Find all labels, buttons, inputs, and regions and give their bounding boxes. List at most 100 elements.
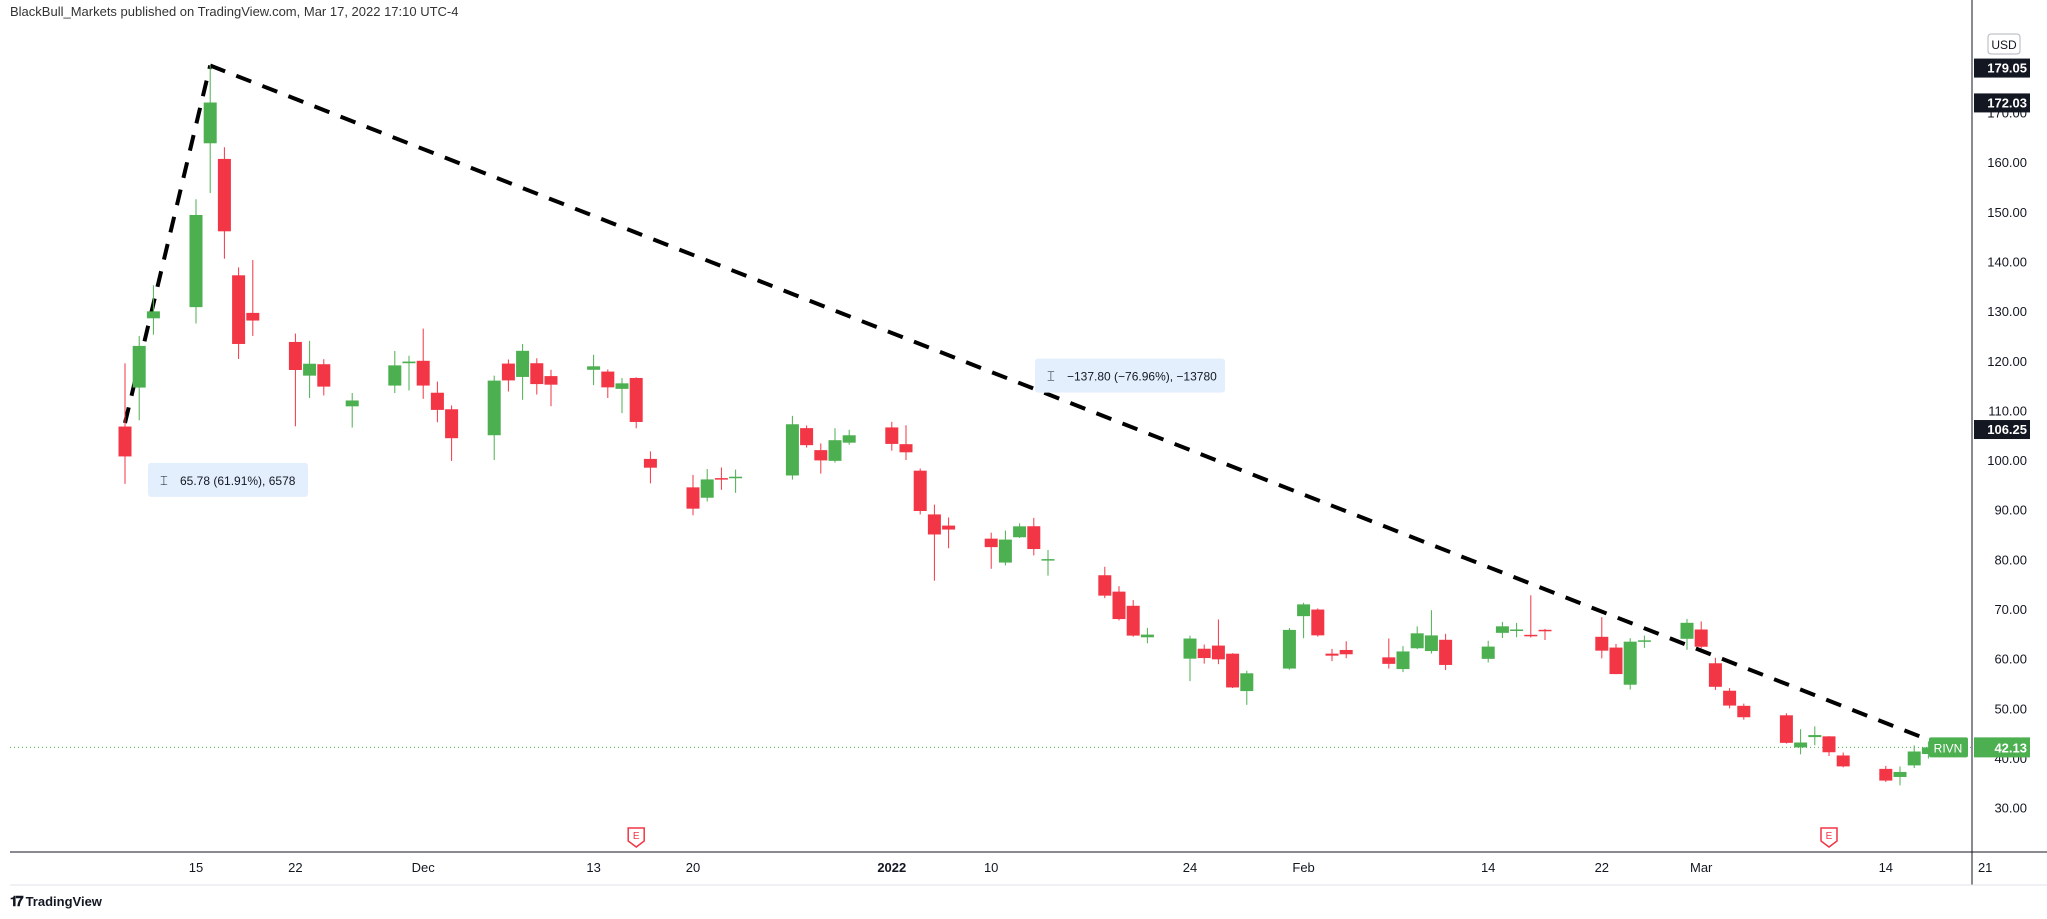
candle[interactable] [700, 468, 714, 502]
candle[interactable] [1410, 626, 1424, 650]
candle[interactable] [1211, 619, 1225, 665]
candle[interactable] [1382, 638, 1396, 669]
candle[interactable] [445, 405, 459, 461]
candle-body [1495, 626, 1509, 633]
candle[interactable] [1240, 670, 1254, 705]
candle[interactable] [1510, 622, 1524, 638]
candle[interactable] [303, 340, 317, 398]
candle[interactable] [1140, 627, 1154, 644]
candle[interactable] [1779, 713, 1793, 744]
candle[interactable] [942, 517, 956, 549]
candle[interactable] [984, 532, 998, 569]
candle[interactable] [1013, 523, 1027, 538]
candle[interactable] [1893, 766, 1907, 786]
candle-body [1424, 635, 1438, 652]
candle[interactable] [587, 354, 601, 386]
candle[interactable] [615, 378, 629, 414]
candle[interactable] [544, 369, 558, 407]
candle[interactable] [1126, 600, 1140, 637]
candle[interactable] [927, 504, 941, 581]
candle[interactable] [800, 425, 814, 448]
candle[interactable] [1524, 595, 1538, 638]
candle[interactable] [388, 350, 402, 394]
candle[interactable] [402, 355, 416, 391]
candle[interactable] [118, 363, 132, 484]
candle[interactable] [1737, 703, 1751, 720]
candle[interactable] [828, 428, 842, 463]
earnings-marker[interactable]: E [627, 827, 645, 848]
candle[interactable] [1680, 618, 1694, 650]
candle[interactable] [1694, 621, 1708, 649]
candle[interactable] [1282, 628, 1296, 670]
candle[interactable] [1538, 628, 1552, 641]
candle[interactable] [1424, 610, 1438, 654]
candle[interactable] [714, 467, 728, 490]
candle[interactable] [729, 469, 743, 493]
candle[interactable] [1098, 566, 1112, 599]
candle[interactable] [814, 443, 828, 474]
candle[interactable] [132, 335, 146, 421]
candle[interactable] [189, 199, 203, 324]
candle[interactable] [1041, 550, 1055, 576]
candle-body [828, 440, 842, 461]
candle[interactable] [530, 358, 544, 395]
candle[interactable] [345, 393, 359, 428]
candle[interactable] [1396, 646, 1410, 673]
candle[interactable] [1226, 653, 1240, 688]
candle[interactable] [842, 429, 856, 445]
candle[interactable] [1879, 765, 1893, 782]
candle[interactable] [1623, 638, 1637, 690]
candle[interactable] [430, 381, 444, 423]
candle[interactable] [146, 285, 160, 335]
candle[interactable] [899, 425, 913, 461]
candle[interactable] [1708, 657, 1722, 690]
candle[interactable] [1339, 641, 1353, 659]
candle[interactable] [1822, 736, 1836, 756]
candle[interactable] [288, 333, 302, 427]
candle[interactable] [416, 328, 430, 399]
candle[interactable] [601, 369, 615, 398]
candle[interactable] [998, 530, 1012, 566]
candle[interactable] [1609, 643, 1623, 675]
downtrend-line[interactable] [209, 63, 1934, 744]
candle[interactable] [1325, 648, 1339, 662]
candle[interactable] [1183, 635, 1197, 682]
candle[interactable] [629, 377, 643, 429]
candle[interactable] [1637, 635, 1651, 648]
candle[interactable] [1794, 729, 1808, 755]
candle[interactable] [1481, 640, 1495, 663]
measure-annotation[interactable]: ⌶ 65.78 (61.91%), 6578 [148, 462, 308, 497]
candle[interactable] [203, 65, 217, 194]
candle[interactable] [1439, 633, 1453, 671]
candle[interactable] [232, 267, 246, 359]
candle[interactable] [643, 451, 657, 484]
candle[interactable] [1595, 617, 1609, 659]
candle[interactable] [913, 468, 927, 515]
candle[interactable] [246, 260, 260, 336]
currency-box[interactable] [1987, 33, 2021, 55]
candle[interactable] [501, 359, 515, 392]
candle[interactable] [1297, 602, 1311, 639]
candle[interactable] [1907, 745, 1921, 768]
symbol-tag[interactable]: RIVN [1929, 737, 1968, 758]
candle[interactable] [1808, 726, 1822, 746]
earnings-marker[interactable]: E [1820, 827, 1838, 848]
candle[interactable] [217, 147, 231, 259]
measure-annotation[interactable]: ⌶ −137.80 (−76.96%), −13780 [1035, 358, 1225, 393]
candle[interactable] [1112, 586, 1126, 621]
candle[interactable] [1027, 517, 1041, 556]
candle[interactable] [487, 375, 501, 461]
candle[interactable] [1723, 688, 1737, 709]
candle[interactable] [885, 421, 899, 451]
candle[interactable] [317, 359, 331, 396]
candle[interactable] [1495, 621, 1509, 639]
candle[interactable] [1921, 741, 1935, 759]
tradingview-logo[interactable]: 𝟏𝟕 TradingView [10, 893, 102, 910]
candle[interactable] [686, 474, 700, 516]
candle[interactable] [785, 415, 799, 480]
candle[interactable] [1836, 752, 1850, 768]
candle[interactable] [1197, 644, 1211, 664]
candle[interactable] [516, 343, 530, 400]
candle[interactable] [1311, 608, 1325, 637]
